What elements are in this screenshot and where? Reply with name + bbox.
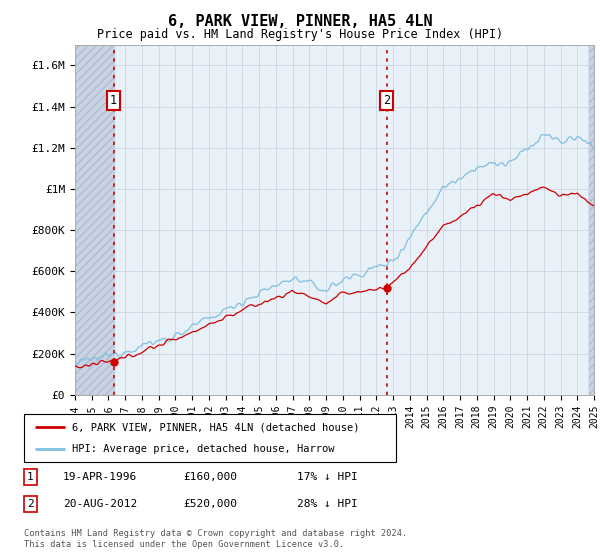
Text: 20-AUG-2012: 20-AUG-2012	[63, 499, 137, 509]
Text: 6, PARK VIEW, PINNER, HA5 4LN (detached house): 6, PARK VIEW, PINNER, HA5 4LN (detached …	[73, 422, 360, 432]
Text: 6, PARK VIEW, PINNER, HA5 4LN: 6, PARK VIEW, PINNER, HA5 4LN	[167, 14, 433, 29]
Text: £520,000: £520,000	[183, 499, 237, 509]
Text: Contains HM Land Registry data © Crown copyright and database right 2024.
This d: Contains HM Land Registry data © Crown c…	[24, 529, 407, 549]
Text: 28% ↓ HPI: 28% ↓ HPI	[297, 499, 358, 509]
Text: 2: 2	[383, 94, 390, 107]
Text: 19-APR-1996: 19-APR-1996	[63, 472, 137, 482]
Bar	[589, 45, 594, 395]
FancyBboxPatch shape	[24, 414, 396, 462]
Text: 1: 1	[110, 94, 117, 107]
Text: £160,000: £160,000	[183, 472, 237, 482]
Text: HPI: Average price, detached house, Harrow: HPI: Average price, detached house, Harr…	[73, 444, 335, 454]
Text: 2: 2	[27, 499, 34, 509]
Text: Price paid vs. HM Land Registry's House Price Index (HPI): Price paid vs. HM Land Registry's House …	[97, 28, 503, 41]
Text: 17% ↓ HPI: 17% ↓ HPI	[297, 472, 358, 482]
Text: 1: 1	[27, 472, 34, 482]
Bar	[75, 45, 113, 395]
